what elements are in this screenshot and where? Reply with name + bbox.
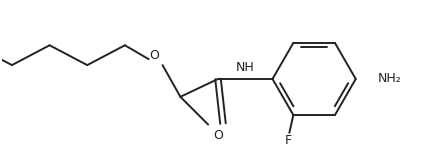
Text: NH: NH [236,61,254,74]
Text: O: O [213,129,223,142]
Text: O: O [149,49,160,62]
Text: F: F [285,134,292,147]
Text: NH₂: NH₂ [377,72,401,85]
